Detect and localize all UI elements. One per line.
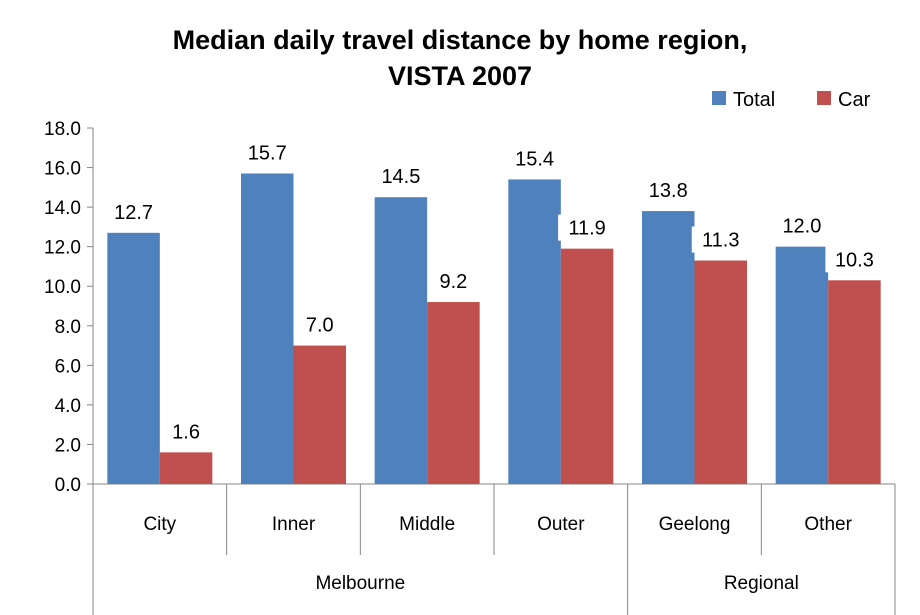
data-label: 10.3 xyxy=(835,249,874,271)
y-tick-label: 4.0 xyxy=(55,396,81,417)
bar-car xyxy=(159,452,213,484)
x-group-label: Melbourne xyxy=(315,573,405,594)
x-category-label: Inner xyxy=(272,514,316,535)
x-category-label: City xyxy=(143,514,176,535)
data-label-background xyxy=(104,198,163,225)
data-label: 11.9 xyxy=(568,218,605,240)
data-label-background xyxy=(639,177,698,204)
data-label-background xyxy=(505,145,564,172)
y-tick-label: 2.0 xyxy=(55,435,81,456)
y-tick-label: 18.0 xyxy=(44,119,81,140)
data-label-background xyxy=(691,226,750,253)
legend-swatch-car xyxy=(817,91,831,105)
data-label-background xyxy=(162,418,210,445)
data-label: 1.6 xyxy=(172,421,200,443)
y-tick-label: 8.0 xyxy=(55,317,81,338)
x-category-label: Middle xyxy=(399,514,455,535)
plot-area: 0.0 2.0 4.0 6.0 8.0 10.0 12.0 14.0 16.0 18.0 City I… xyxy=(44,119,896,615)
data-label: 7.0 xyxy=(306,315,334,337)
x-group-label: Regional xyxy=(724,573,799,594)
bar-car xyxy=(427,302,480,484)
x-category-label: Other xyxy=(804,514,852,535)
data-label-background xyxy=(429,268,477,295)
chart-title-line-2: VISTA 2007 xyxy=(387,61,533,91)
bar-total xyxy=(107,232,160,484)
legend-swatch-total xyxy=(712,91,726,105)
bar-total xyxy=(241,173,294,484)
y-tick-label: 16.0 xyxy=(44,159,81,180)
legend-label-car: Car xyxy=(838,89,871,111)
data-label-background xyxy=(772,212,831,239)
data-label-background xyxy=(296,311,344,338)
data-label-background xyxy=(558,214,617,241)
bar-total xyxy=(775,246,829,484)
bar-car xyxy=(560,248,614,484)
data-label-background xyxy=(238,139,297,166)
y-tick-label: 14.0 xyxy=(44,198,81,219)
data-label: 11.3 xyxy=(702,230,739,252)
data-label: 12.0 xyxy=(782,216,821,238)
legend: Total Car xyxy=(712,89,871,111)
data-label: 13.8 xyxy=(649,180,688,202)
chart-title-line-1: Median daily travel distance by home reg… xyxy=(172,25,748,55)
bar-total xyxy=(508,179,561,484)
bar-car xyxy=(694,260,747,484)
data-label-background xyxy=(371,163,430,190)
bar-car xyxy=(293,345,346,484)
data-label: 15.4 xyxy=(515,148,554,170)
legend-label-total: Total xyxy=(733,89,775,111)
y-tick-label: 10.0 xyxy=(44,277,81,298)
data-label: 14.5 xyxy=(381,166,420,188)
y-tick-label: 12.0 xyxy=(44,238,81,259)
bar-total xyxy=(374,197,428,484)
data-label: 15.7 xyxy=(248,142,287,164)
data-label: 9.2 xyxy=(440,271,468,293)
data-label: 12.7 xyxy=(114,202,153,224)
bar-total xyxy=(642,211,695,485)
x-category-label: Geelong xyxy=(659,514,731,535)
x-category-label: Outer xyxy=(537,514,585,535)
y-tick-label: 0.0 xyxy=(55,475,81,496)
y-tick-label: 6.0 xyxy=(55,356,81,377)
data-label-background xyxy=(825,246,884,273)
bar-car xyxy=(828,280,881,484)
chart-title: Median daily travel distance by home reg… xyxy=(0,22,920,94)
